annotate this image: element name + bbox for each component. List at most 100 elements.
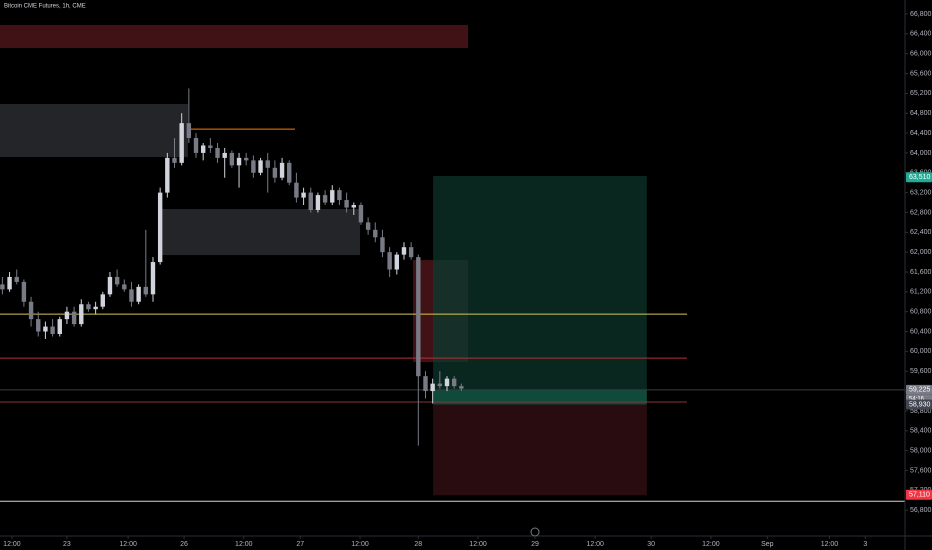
candle-body xyxy=(186,123,192,139)
candle-body xyxy=(244,157,249,161)
candle-body xyxy=(272,167,278,178)
candle-body xyxy=(365,222,371,230)
chart-title: Bitcoin CME Futures, 1h, CME xyxy=(4,4,86,10)
price-label-bg xyxy=(906,384,932,395)
candle-body xyxy=(36,319,41,332)
x-tick-label: 12:00 xyxy=(469,541,487,548)
candle-body xyxy=(215,147,220,158)
price-label: 57,110 xyxy=(909,492,930,499)
target-zone xyxy=(433,176,647,405)
y-tick-label: 62,400 xyxy=(910,229,932,236)
candle-body xyxy=(229,152,235,166)
x-tick-label: Sep xyxy=(761,541,774,548)
candle-body xyxy=(136,286,141,302)
candle-body xyxy=(143,286,149,295)
candle-body xyxy=(287,162,292,183)
price-label-bg xyxy=(906,489,932,500)
price-label: 58,930 xyxy=(909,401,931,408)
candle-body xyxy=(437,383,443,387)
candle-body xyxy=(322,195,328,203)
x-tick-label: 12:00 xyxy=(586,541,604,548)
y-tick-label: 65,600 xyxy=(910,70,932,77)
candle-body xyxy=(21,281,27,302)
price-label-bg xyxy=(906,399,932,410)
candle-body xyxy=(387,252,392,270)
stop-zone xyxy=(433,404,647,496)
candle-body xyxy=(208,145,213,148)
y-tick-label: 65,200 xyxy=(910,90,932,97)
profit-band xyxy=(433,389,647,405)
candle-body xyxy=(423,376,428,392)
candle-body xyxy=(430,383,435,392)
candle-body xyxy=(308,192,313,210)
x-tick-label: 29 xyxy=(531,541,539,548)
x-tick-label: 3 xyxy=(863,541,867,548)
candle-body xyxy=(294,182,299,198)
x-tick-label: 12:00 xyxy=(821,541,839,548)
x-tick-label: 26 xyxy=(180,541,188,548)
candle-body xyxy=(122,284,127,290)
candle-body xyxy=(236,157,242,166)
candle-body xyxy=(50,326,55,335)
candle-body xyxy=(64,311,70,320)
candle-body xyxy=(222,152,227,158)
y-tick-label: 66,400 xyxy=(910,31,932,38)
zone xyxy=(0,24,469,48)
y-tick-label: 59,600 xyxy=(910,368,932,375)
candle-body xyxy=(28,301,34,320)
x-tick-label: 12:00 xyxy=(351,541,369,548)
candle-body xyxy=(358,205,364,223)
price-label: 59,225 xyxy=(909,387,931,394)
y-tick-label: 66,800 xyxy=(910,11,932,18)
candle-body xyxy=(7,276,12,290)
x-tick-label: 12:00 xyxy=(235,541,253,548)
x-tick-label: 12:00 xyxy=(702,541,720,548)
candle-body xyxy=(265,160,270,168)
candle-body xyxy=(394,254,400,270)
candle-body xyxy=(93,306,98,310)
x-tick-label: 12:00 xyxy=(119,541,137,548)
candle-body xyxy=(100,294,105,307)
y-tick-label: 57,600 xyxy=(910,467,932,474)
y-tick-label: 60,800 xyxy=(910,309,932,316)
countdown-bg xyxy=(906,394,932,403)
y-tick-label: 63,200 xyxy=(910,189,932,196)
candle-body xyxy=(200,145,206,153)
candle-body xyxy=(114,276,120,285)
y-tick-label: 64,800 xyxy=(910,110,932,117)
y-tick-label: 60,400 xyxy=(910,328,932,335)
x-tick-label: 30 xyxy=(647,541,655,548)
x-tick-label: 27 xyxy=(296,541,304,548)
countdown: 54:16 xyxy=(909,396,925,402)
candle-body xyxy=(179,123,184,163)
y-tick-label: 56,800 xyxy=(910,507,932,514)
candle-body xyxy=(14,276,19,282)
y-tick-label: 58,800 xyxy=(910,408,932,415)
candle-body xyxy=(258,160,263,173)
y-tick-label: 62,800 xyxy=(910,209,932,216)
candle-body xyxy=(351,205,356,208)
candle-body xyxy=(157,192,163,263)
candle-body xyxy=(344,200,349,208)
y-tick-label: 64,000 xyxy=(910,150,932,157)
candle-body xyxy=(165,157,170,193)
y-tick-label: 61,200 xyxy=(910,289,932,296)
y-tick-label: 62,000 xyxy=(910,249,932,256)
candle-body xyxy=(129,289,134,302)
zone xyxy=(0,103,188,158)
candle-body xyxy=(86,304,91,310)
candle-body xyxy=(172,157,177,163)
candle-body xyxy=(315,195,321,210)
candle-body xyxy=(43,326,48,332)
candle-body xyxy=(79,304,84,325)
candle-body xyxy=(71,311,77,325)
candle-body xyxy=(408,247,414,258)
y-tick-label: 64,400 xyxy=(910,130,932,137)
plot-area xyxy=(0,24,905,502)
y-tick-label: 66,000 xyxy=(910,51,932,58)
y-tick-label: 60,000 xyxy=(910,348,932,355)
candle-body xyxy=(451,378,457,387)
candle-body xyxy=(337,190,342,201)
y-tick-label: 58,000 xyxy=(910,447,932,454)
